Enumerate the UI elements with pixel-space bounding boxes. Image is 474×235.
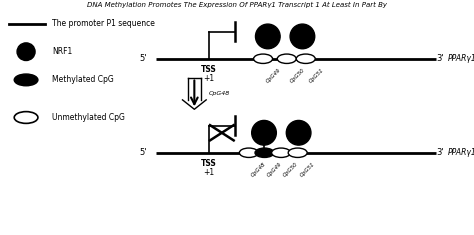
- Circle shape: [272, 148, 291, 157]
- Text: Unmethylated CpG: Unmethylated CpG: [52, 113, 125, 122]
- Text: The promoter P1 sequence: The promoter P1 sequence: [52, 19, 155, 28]
- Text: 5': 5': [139, 148, 147, 157]
- Circle shape: [239, 148, 258, 157]
- Text: CpG51: CpG51: [308, 68, 325, 84]
- Text: PPARγ1: PPARγ1: [448, 54, 474, 63]
- Ellipse shape: [255, 24, 280, 49]
- Ellipse shape: [252, 120, 276, 145]
- Ellipse shape: [286, 120, 311, 145]
- Text: 3': 3': [436, 54, 444, 63]
- Text: CpG48: CpG48: [209, 91, 230, 97]
- Text: +1: +1: [203, 74, 214, 83]
- Text: +1: +1: [203, 168, 214, 177]
- Text: Methylated CpG: Methylated CpG: [52, 75, 114, 84]
- Circle shape: [14, 112, 38, 123]
- Ellipse shape: [290, 24, 315, 49]
- Text: CpG50: CpG50: [283, 162, 299, 178]
- Text: 5': 5': [139, 54, 147, 63]
- Circle shape: [255, 148, 274, 157]
- Text: CpG49: CpG49: [266, 162, 283, 178]
- Text: NRF1: NRF1: [52, 47, 73, 56]
- Text: CpG49: CpG49: [265, 68, 282, 84]
- Text: 3': 3': [436, 148, 444, 157]
- Circle shape: [288, 148, 307, 157]
- Circle shape: [277, 54, 296, 63]
- Text: DNA Methylation Promotes The Expression Of PPARγ1 Transcript 1 At Least In Part : DNA Methylation Promotes The Expression …: [87, 2, 387, 8]
- Text: CpG51: CpG51: [299, 162, 316, 178]
- Text: CpG48: CpG48: [250, 162, 267, 178]
- Text: TSS: TSS: [201, 159, 217, 168]
- Text: PPARγ1: PPARγ1: [448, 148, 474, 157]
- Circle shape: [296, 54, 315, 63]
- Text: CpG50: CpG50: [289, 68, 306, 84]
- Circle shape: [14, 74, 38, 86]
- Ellipse shape: [17, 43, 35, 60]
- Circle shape: [254, 54, 273, 63]
- Text: TSS: TSS: [201, 65, 217, 74]
